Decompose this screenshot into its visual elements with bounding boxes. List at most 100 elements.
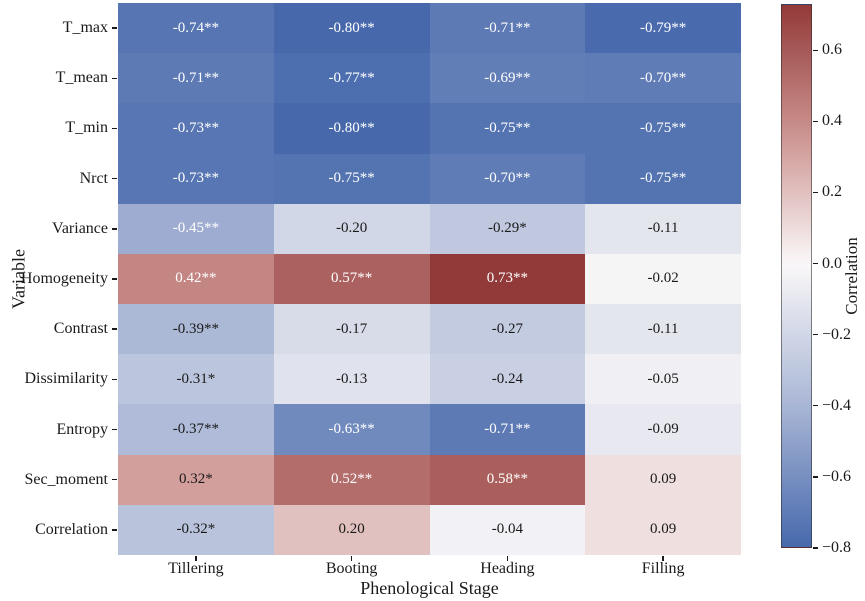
cell-value: 0.42** <box>175 270 217 287</box>
cell-value: -0.71** <box>484 421 531 438</box>
cell-value: -0.75** <box>484 119 531 136</box>
colorbar-tick-label: 0.6 <box>822 41 842 59</box>
cell-value: -0.70** <box>484 170 531 187</box>
cell-value: -0.29* <box>488 220 527 237</box>
colorbar-tick-mark <box>813 120 818 123</box>
colorbar-tick-mark <box>813 476 818 478</box>
heatmap-cell: -0.45** <box>118 203 274 254</box>
cell-value: -0.24 <box>491 370 523 387</box>
x-tick-label: Filling <box>641 560 685 577</box>
colorbar-tick-label: 0.2 <box>822 183 842 201</box>
cell-value: 0.09 <box>650 471 677 488</box>
y-tick-mark <box>112 127 117 130</box>
colorbar-tick-label: −0.6 <box>822 467 852 485</box>
heatmap-cell: -0.70** <box>585 53 741 104</box>
heatmap-cell: -0.71** <box>429 3 586 54</box>
colorbar-tick-mark <box>813 547 818 549</box>
heatmap-cell: 0.09 <box>585 504 741 555</box>
x-tick-mark <box>350 556 353 561</box>
heatmap-cell: -0.37** <box>118 404 274 455</box>
heatmap-cell: -0.05 <box>585 354 741 405</box>
heatmap-cell: 0.09 <box>585 454 741 505</box>
heatmap-cell: 0.20 <box>273 504 430 555</box>
heatmap-cell: -0.39** <box>118 304 274 355</box>
cell-value: -0.11 <box>647 220 679 237</box>
y-tick-mark <box>112 278 117 280</box>
cell-value: -0.73** <box>172 119 219 136</box>
cell-value: 0.20 <box>338 521 365 538</box>
heatmap-cell: -0.11 <box>585 203 741 254</box>
colorbar-tick-mark <box>813 262 818 265</box>
cell-value: -0.45** <box>172 220 219 237</box>
cell-value: 0.58** <box>486 471 528 488</box>
heatmap-cell: -0.11 <box>585 304 741 355</box>
heatmap-cell: -0.27 <box>429 304 586 355</box>
cell-value: -0.39** <box>172 320 219 337</box>
y-tick-label: Variance <box>52 219 108 237</box>
colorbar-tick-label: −0.4 <box>822 396 852 414</box>
heatmap-cell: -0.79** <box>585 3 741 54</box>
heatmap-cell: -0.71** <box>429 404 586 455</box>
cell-value: 0.52** <box>331 471 373 488</box>
heatmap-cell: 0.42** <box>118 253 274 305</box>
y-tick-mark <box>112 77 117 79</box>
cell-value: -0.31* <box>176 370 216 387</box>
heatmap-cell: -0.29* <box>429 203 586 254</box>
cell-value: 0.09 <box>650 521 677 538</box>
y-tick-label: Homogeneity <box>20 269 108 287</box>
cell-value: -0.09 <box>647 421 679 438</box>
cell-value: -0.20 <box>336 220 368 237</box>
x-tick-label: Heading <box>480 560 535 577</box>
y-tick-label: Entropy <box>56 420 108 438</box>
heatmap-cell: 0.58** <box>429 454 586 505</box>
y-tick-label: Contrast <box>53 320 108 338</box>
cell-value: -0.70** <box>640 69 687 86</box>
colorbar-tick-mark <box>813 191 818 194</box>
heatmap-cell: 0.57** <box>273 253 430 305</box>
x-tick-mark <box>662 556 664 561</box>
cell-value: -0.63** <box>328 421 375 438</box>
heatmap-cell: -0.04 <box>429 504 586 555</box>
colorbar-tick-mark <box>813 333 818 336</box>
cell-value: -0.17 <box>336 320 368 337</box>
y-tick-label: T_min <box>65 119 108 137</box>
y-tick-mark <box>112 428 117 431</box>
cell-value: -0.75** <box>328 170 375 187</box>
y-tick-mark <box>112 479 117 481</box>
y-tick-label: Sec_moment <box>24 470 108 488</box>
cell-value: -0.71** <box>484 19 531 36</box>
y-tick-mark <box>112 27 117 29</box>
cell-value: -0.27 <box>491 320 523 337</box>
heatmap-cell: -0.17 <box>273 304 430 355</box>
y-tick-mark <box>112 328 117 330</box>
colorbar-gradient <box>781 4 812 548</box>
y-tick-mark <box>112 228 117 230</box>
heatmap-cell: -0.75** <box>585 153 741 204</box>
cell-value: -0.37** <box>172 421 219 438</box>
heatmap-cell: -0.20 <box>273 203 430 254</box>
heatmap-cell: -0.09 <box>585 404 741 455</box>
x-tick-mark <box>506 556 509 561</box>
heatmap-cell: -0.71** <box>118 53 274 104</box>
x-tick-label: Booting <box>325 560 378 577</box>
heatmap-cell: 0.32* <box>118 454 274 505</box>
y-tick-mark <box>112 177 117 180</box>
y-tick-mark <box>112 529 117 531</box>
colorbar-tick-label: −0.8 <box>822 539 852 556</box>
heatmap-cell: -0.73** <box>118 103 274 154</box>
cell-value: 0.73** <box>486 270 528 287</box>
heatmap-cell: -0.63** <box>273 404 430 455</box>
heatmap-cell: -0.13 <box>273 354 430 405</box>
cell-value: -0.11 <box>647 320 679 337</box>
heatmap-cell: -0.80** <box>273 103 430 154</box>
heatmap-cell: -0.75** <box>273 153 430 204</box>
heatmap-cell: -0.73** <box>118 153 274 204</box>
cell-value: -0.71** <box>172 69 219 86</box>
cell-value: -0.75** <box>640 119 687 136</box>
cell-value: -0.04 <box>491 521 523 538</box>
x-tick-mark <box>195 556 197 561</box>
cell-value: -0.79** <box>640 19 687 36</box>
y-tick-label: Dissimilarity <box>24 370 108 388</box>
heatmap-cell: -0.02 <box>585 253 741 305</box>
